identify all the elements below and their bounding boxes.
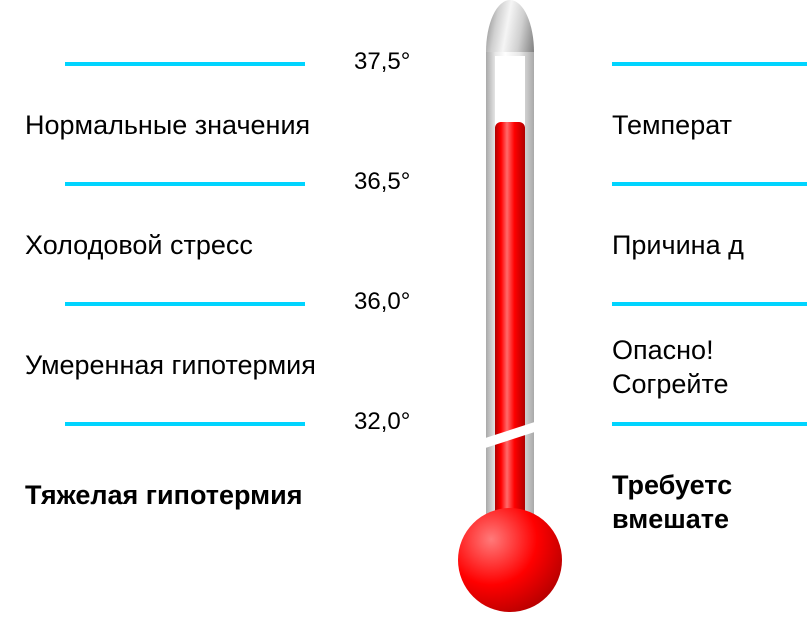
thermometer-cap	[486, 0, 534, 52]
temp-value-3: 32,0°	[354, 408, 410, 436]
tick-left-1	[65, 182, 305, 186]
right-label-2-0: Опасно!	[612, 335, 714, 366]
right-label-2-1: Согрейте	[612, 369, 729, 400]
tick-right-1	[612, 182, 807, 186]
tick-left-0	[65, 62, 305, 66]
right-label-1-0: Причина д	[612, 230, 744, 261]
tick-right-3	[612, 422, 807, 426]
right-label-3-0: Требуетс	[612, 470, 732, 501]
left-label-1: Холодовой стресс	[25, 230, 253, 261]
tick-left-2	[65, 302, 305, 306]
thermometer-mercury	[495, 122, 525, 570]
left-label-0: Нормальные значения	[25, 110, 310, 141]
tick-right-2	[612, 302, 807, 306]
tick-left-3	[65, 422, 305, 426]
right-label-0-0: Температ	[612, 110, 732, 141]
tick-right-0	[612, 62, 807, 66]
left-label-2: Умеренная гипотермия	[25, 350, 316, 381]
temp-value-2: 36,0°	[354, 288, 410, 316]
thermometer-bulb	[458, 508, 562, 612]
temp-value-0: 37,5°	[354, 48, 410, 76]
left-label-3: Тяжелая гипотермия	[25, 480, 302, 511]
temp-value-1: 36,5°	[354, 168, 410, 196]
right-label-3-1: вмешате	[612, 504, 729, 535]
